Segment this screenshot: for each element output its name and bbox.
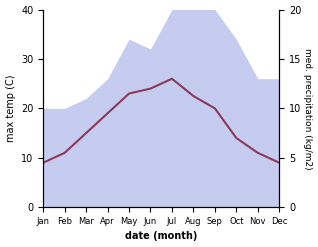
Y-axis label: max temp (C): max temp (C) xyxy=(5,75,16,142)
X-axis label: date (month): date (month) xyxy=(125,231,197,242)
Y-axis label: med. precipitation (kg/m2): med. precipitation (kg/m2) xyxy=(303,48,313,169)
